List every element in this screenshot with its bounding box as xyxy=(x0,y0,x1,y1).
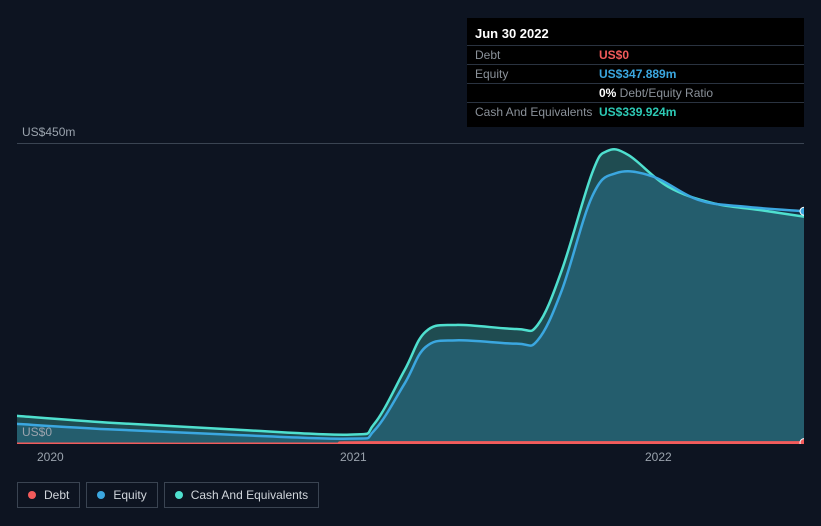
legend-item-equity[interactable]: Equity xyxy=(86,482,157,508)
chart-legend: Debt Equity Cash And Equivalents xyxy=(17,482,319,508)
y-axis-label: US$450m xyxy=(22,125,75,139)
tooltip-row: DebtUS$0 xyxy=(467,45,804,64)
tooltip-row-label xyxy=(475,86,599,100)
legend-label: Cash And Equivalents xyxy=(191,488,308,502)
debt-line xyxy=(17,443,804,444)
x-axis-label: 2022 xyxy=(645,450,672,464)
tooltip-row-value: US$339.924m xyxy=(599,105,676,119)
chart-tooltip: Jun 30 2022 DebtUS$0EquityUS$347.889m0% … xyxy=(467,18,804,127)
legend-label: Debt xyxy=(44,488,69,502)
tooltip-row: EquityUS$347.889m xyxy=(467,64,804,83)
tooltip-row-label: Cash And Equivalents xyxy=(475,105,599,119)
legend-dot-icon xyxy=(97,491,105,499)
tooltip-row: Cash And EquivalentsUS$339.924m xyxy=(467,102,804,121)
equity-end-marker-icon xyxy=(800,207,804,215)
tooltip-row-value: US$0 xyxy=(599,48,629,62)
tooltip-row-value: 0% Debt/Equity Ratio xyxy=(599,86,713,100)
chart-plot-area[interactable] xyxy=(17,143,804,444)
legend-dot-icon xyxy=(28,491,36,499)
tooltip-date: Jun 30 2022 xyxy=(467,24,804,45)
y-axis-label: US$0 xyxy=(22,425,52,439)
x-axis-label: 2020 xyxy=(37,450,64,464)
legend-item-debt[interactable]: Debt xyxy=(17,482,80,508)
financial-history-chart: Jun 30 2022 DebtUS$0EquityUS$347.889m0% … xyxy=(0,0,821,526)
x-axis-label: 2021 xyxy=(340,450,367,464)
legend-dot-icon xyxy=(175,491,183,499)
tooltip-row-label: Equity xyxy=(475,67,599,81)
legend-item-cash-and-equivalents[interactable]: Cash And Equivalents xyxy=(164,482,319,508)
tooltip-row: 0% Debt/Equity Ratio xyxy=(467,83,804,102)
equity-area xyxy=(17,171,804,444)
tooltip-row-label: Debt xyxy=(475,48,599,62)
tooltip-row-value: US$347.889m xyxy=(599,67,676,81)
legend-label: Equity xyxy=(113,488,146,502)
